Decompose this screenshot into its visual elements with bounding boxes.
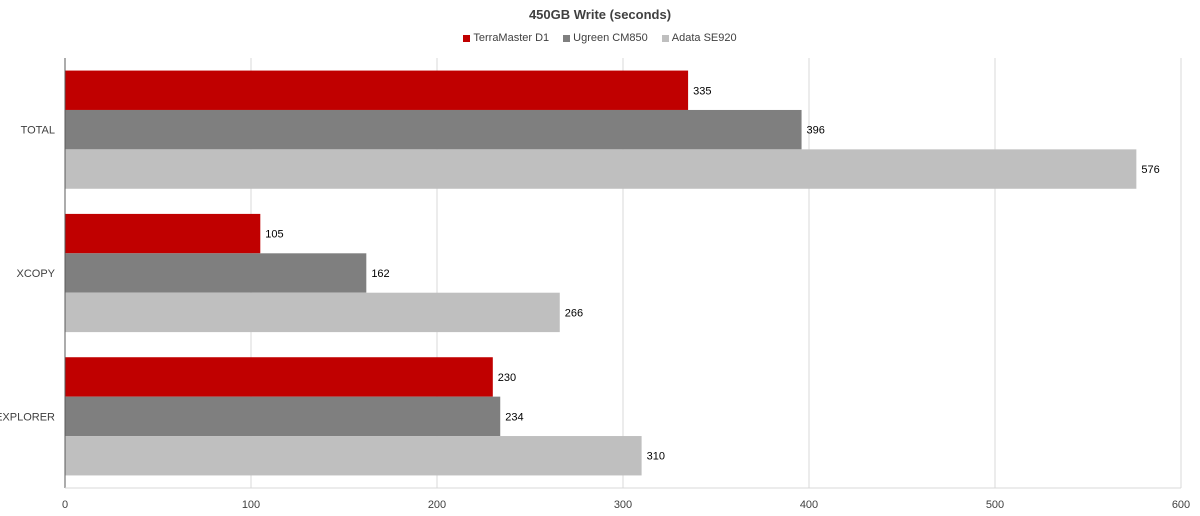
bar	[65, 70, 689, 110]
x-tick-label: 500	[986, 499, 1004, 511]
bars	[65, 70, 1137, 476]
data-label: 266	[565, 307, 583, 319]
legend-swatch-ugreen	[563, 34, 571, 42]
legend-item-adata: Adata SE920	[661, 32, 737, 44]
chart-title: 450GB Write (seconds)	[528, 7, 672, 22]
legend-swatch-adata	[661, 34, 669, 42]
bar	[65, 436, 642, 476]
bar	[65, 253, 367, 293]
data-label: 162	[371, 268, 389, 280]
data-label: 105	[265, 229, 283, 241]
legend-label-terramaster: TerraMaster D1	[473, 32, 550, 44]
category-label: TOTAL	[21, 125, 55, 137]
bar	[65, 149, 1137, 189]
data-label: 234	[505, 411, 523, 423]
data-label: 576	[1141, 164, 1159, 176]
x-tick-label: 200	[428, 499, 446, 511]
data-label: 396	[807, 125, 825, 137]
x-tick-label: 400	[800, 499, 818, 511]
bar	[65, 396, 501, 437]
bar	[65, 292, 560, 333]
bar	[65, 213, 261, 254]
x-tick-label: 100	[242, 499, 260, 511]
labels: 0 100 200 300 400 500 600 TOTAL 335 396 576 XCOPY 10…	[0, 85, 1190, 511]
x-tick-label: 300	[614, 499, 632, 511]
x-tick-label: 0	[62, 499, 68, 511]
legend-item-terramaster: TerraMaster D1	[463, 32, 549, 44]
data-label: 335	[693, 85, 711, 97]
legend: TerraMaster D1 Ugreen CM850 Adata SE920	[0, 32, 1200, 44]
legend-swatch-terramaster	[463, 34, 471, 42]
legend-item-ugreen: Ugreen CM850	[563, 32, 648, 44]
category-label: XCOPY	[16, 268, 55, 280]
bar	[65, 357, 493, 397]
bar	[65, 109, 802, 150]
data-label: 310	[647, 451, 665, 463]
x-tick-label: 600	[1172, 499, 1190, 511]
axes	[64, 58, 1181, 489]
data-label: 230	[498, 372, 516, 384]
category-label: EXPLORER	[0, 411, 55, 423]
legend-label-adata: Adata SE920	[671, 32, 737, 44]
legend-label-ugreen: Ugreen CM850	[573, 32, 648, 44]
